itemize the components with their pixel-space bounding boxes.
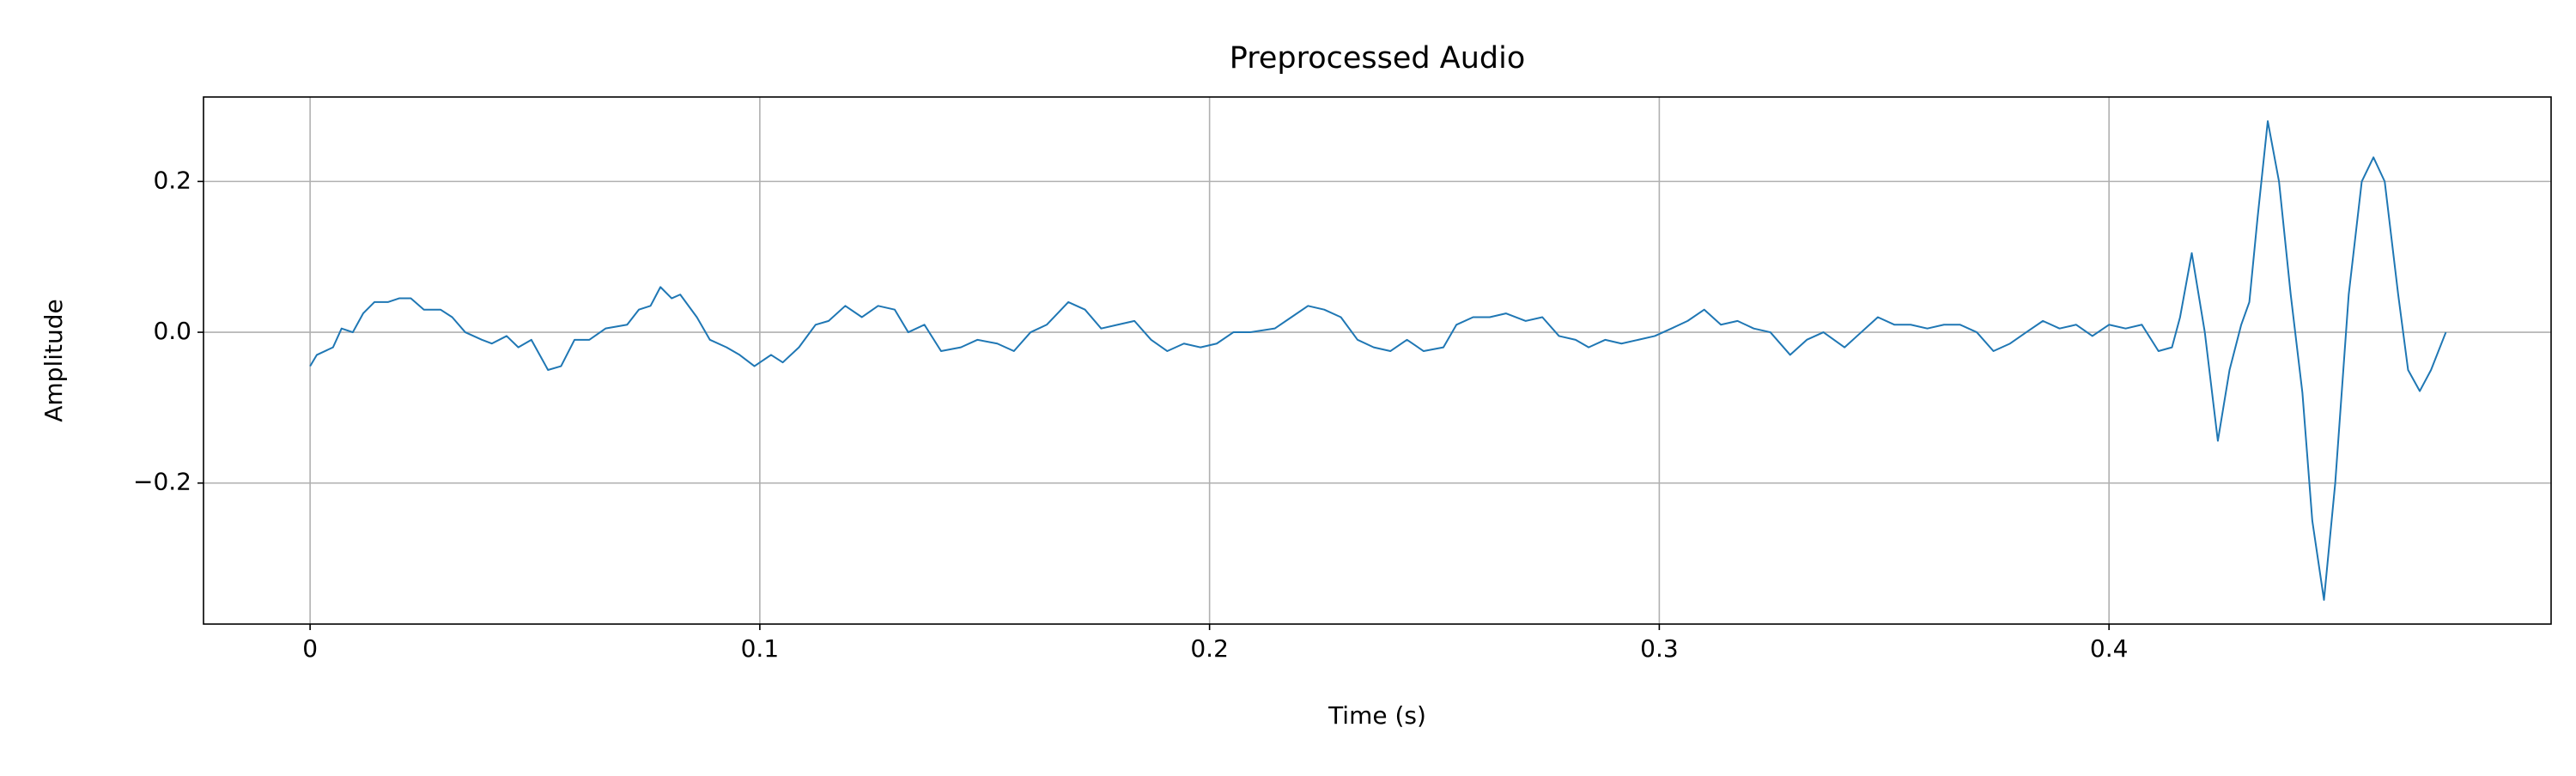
x-tick-label: 0.4 bbox=[2090, 634, 2129, 663]
x-tick-label: 0.1 bbox=[741, 634, 780, 663]
x-axis-label: Time (s) bbox=[1327, 701, 1426, 730]
x-tick-label: 0.2 bbox=[1190, 634, 1229, 663]
y-tick-label: 0.2 bbox=[153, 166, 191, 194]
plot-frame bbox=[203, 96, 2552, 625]
y-axis-label: Amplitude bbox=[39, 299, 68, 422]
x-tick-label: 0.3 bbox=[1640, 634, 1679, 663]
x-tick-label: 0 bbox=[302, 634, 318, 663]
y-tick-label: −0.2 bbox=[133, 468, 191, 496]
chart-title: Preprocessed Audio bbox=[1230, 41, 1526, 76]
y-tick-label: 0.0 bbox=[153, 317, 191, 345]
waveform-line bbox=[309, 120, 2447, 601]
